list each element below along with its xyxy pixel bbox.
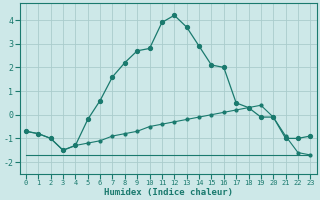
- X-axis label: Humidex (Indice chaleur): Humidex (Indice chaleur): [104, 188, 233, 197]
